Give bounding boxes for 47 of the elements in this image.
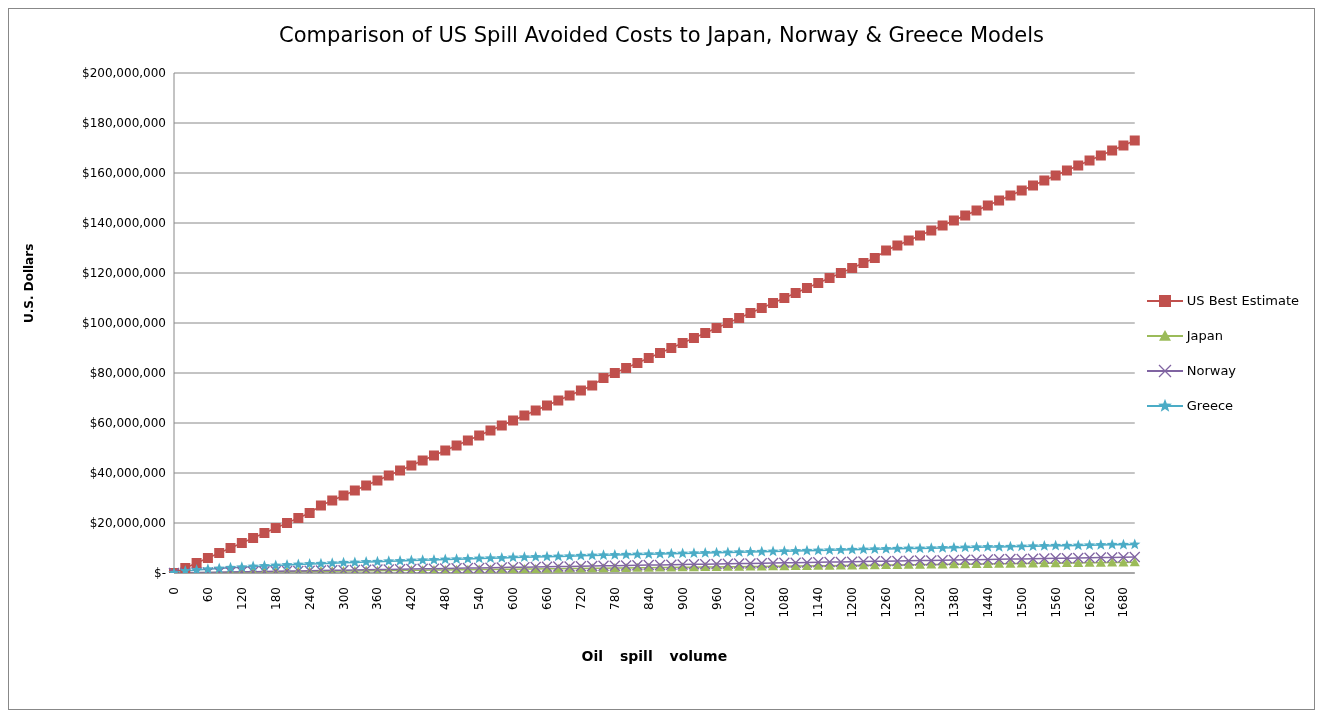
x-tick-label: 60 [200,587,215,603]
y-tick-label: $200,000,000 [82,66,166,81]
x-tick-label: 1560 [1048,587,1063,618]
legend-label: Japan [1186,328,1224,343]
legend-label: US Best Estimate [1186,293,1299,308]
x-tick-label: 1620 [1082,587,1097,618]
x-tick-label: 480 [438,587,453,610]
y-tick-label: $80,000,000 [89,366,166,381]
x-tick-label: 840 [641,587,656,610]
x-tick-label: 660 [540,587,554,610]
x-tick-label: 1500 [1014,587,1029,618]
x-tick-label: 960 [709,587,724,610]
x-tick-label: 1200 [845,587,860,618]
x-tick-label: 1380 [946,587,961,618]
y-tick-label: $40,000,000 [89,466,166,481]
y-axis-title: U.S. Dollars [22,243,37,323]
x-tick-label: 780 [607,587,622,610]
x-tick-label: 1020 [743,587,758,618]
x-tick-label: 240 [302,587,317,610]
y-tick-label: $160,000,000 [82,166,166,181]
x-tick-label: 720 [573,587,588,610]
chart-title: Comparison of US Spill Avoided Costs to Japan, Norway & Greece Models [278,23,1045,49]
x-tick-label: 540 [472,587,487,610]
y-tick-label: $120,000,000 [82,266,166,281]
x-tick-label: 0 [167,587,181,595]
y-tick-label: $100,000,000 [82,316,166,331]
x-tick-label: 180 [268,587,283,610]
x-tick-label: 360 [370,587,385,610]
x-tick-label: 1260 [879,587,894,618]
x-tick-label: 900 [675,587,690,610]
x-tick-label: 1080 [777,587,792,618]
x-tick-label: 600 [506,587,521,610]
y-tick-label: $140,000,000 [82,216,166,231]
y-tick-label: $180,000,000 [82,116,166,131]
x-tick-label: 1140 [811,587,826,618]
x-tick-label: 1440 [980,587,995,618]
x-tick-label: 120 [234,587,249,610]
y-tick-label: $- [154,566,166,581]
x-tick-label: 300 [336,587,351,610]
x-axis-title: Oil spill volume [581,648,728,664]
x-tick-label: 1320 [912,587,927,618]
x-tick-label: 420 [404,587,419,610]
y-tick-label: $60,000,000 [89,416,166,431]
y-tick-label: $20,000,000 [89,516,166,531]
legend-label: Norway [1186,363,1237,378]
x-tick-label: 1680 [1116,587,1131,618]
legend-label: Greece [1186,398,1234,413]
